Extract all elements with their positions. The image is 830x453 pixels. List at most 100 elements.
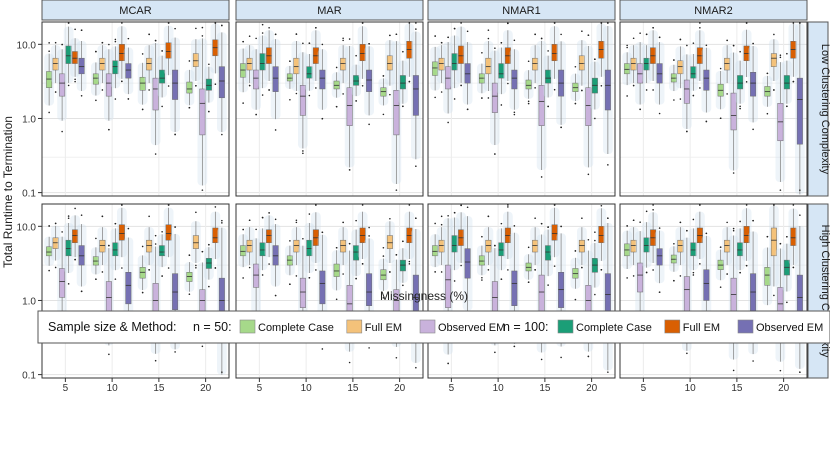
box-complete-case-n-50 (46, 246, 53, 257)
box-observed-em-n-50 (59, 73, 66, 97)
outlier-point (201, 345, 204, 348)
outlier-point (527, 281, 530, 283)
box-full-em-n-50 (293, 239, 300, 253)
legend-entry-label: Observed EM (438, 322, 505, 334)
outlier-point (67, 84, 70, 87)
outlier-point (154, 153, 157, 155)
outlier-point (607, 22, 609, 24)
box-observed-em-n-100 (412, 75, 419, 116)
box-full-em-n-50 (724, 239, 731, 253)
outlier-point (752, 360, 754, 362)
outlier-point (395, 33, 398, 36)
outlier-point (699, 22, 701, 24)
box-full-em-n-100 (118, 44, 125, 62)
facet-panel-mar-low (235, 21, 424, 197)
outlier-point (507, 206, 509, 208)
outlier-point (167, 22, 170, 24)
outlier-point (295, 275, 298, 277)
outlier-point (487, 29, 490, 31)
box-complete-case-n-100 (643, 237, 650, 253)
outlier-point (154, 234, 157, 237)
outlier-point (513, 345, 516, 348)
outlier-point (574, 298, 577, 301)
outlier-point (355, 100, 357, 102)
outlier-point (607, 217, 609, 219)
box-observed-em-n-100 (750, 72, 757, 97)
outlier-point (799, 214, 801, 216)
box-full-em-n-50 (340, 57, 347, 71)
outlier-point (679, 221, 682, 224)
outlier-point (121, 80, 123, 83)
outlier-point (699, 204, 701, 206)
outlier-point (174, 133, 176, 136)
box-full-em-n-50 (770, 227, 777, 257)
box-full-em-n-100 (118, 224, 125, 241)
outlier-point (321, 43, 324, 46)
box-observed-em-n-50 (105, 73, 112, 97)
outlier-point (440, 215, 443, 218)
column-facet-strip (235, 0, 424, 21)
box-observed-em-n-100 (272, 245, 279, 266)
box-complete-case-n-50 (240, 245, 247, 257)
box-full-em-n-100 (551, 224, 558, 241)
x-tick-label: 20 (394, 383, 406, 394)
outlier-point (67, 283, 70, 285)
legend-swatch (557, 319, 574, 334)
column-facet-label: MCAR (119, 5, 151, 17)
outlier-point (208, 110, 210, 113)
outlier-point (261, 94, 264, 96)
box-complete-case-n-100 (737, 242, 744, 257)
outlier-point (148, 215, 150, 218)
outlier-point (440, 271, 443, 273)
outlier-point (487, 97, 490, 99)
outlier-point (255, 113, 257, 116)
outlier-point (673, 59, 675, 61)
row-facet-label: Low Clustering Complexity (819, 44, 830, 175)
box-full-em-n-50 (246, 57, 253, 71)
outlier-point (195, 264, 197, 267)
outlier-point (547, 284, 549, 286)
outlier-point (402, 50, 404, 53)
outlier-point (494, 153, 496, 155)
outlier-point (80, 29, 83, 31)
box-complete-case-n-100 (259, 242, 266, 257)
x-tick-label: 10 (493, 383, 505, 394)
x-tick-label: 5 (641, 383, 647, 394)
outlier-point (302, 42, 304, 45)
outlier-point (560, 33, 562, 36)
facet-panel-mcar-high (41, 203, 230, 379)
outlier-point (321, 348, 324, 350)
outlier-point (799, 189, 801, 191)
outlier-point (686, 352, 688, 355)
outlier-point (705, 120, 708, 123)
box-observed-em-n-100 (366, 69, 373, 92)
box-complete-case-n-50 (46, 71, 53, 88)
outlier-point (315, 269, 317, 271)
outlier-point (221, 133, 223, 136)
outlier-point (161, 105, 163, 108)
outlier-point (726, 39, 728, 42)
outlier-point (739, 105, 741, 108)
box-complete-case-n-100 (399, 259, 406, 272)
outlier-point (148, 269, 150, 271)
outlier-point (221, 222, 223, 224)
outlier-point (699, 87, 701, 89)
outlier-point (799, 371, 801, 373)
column-facet-label: NMAR1 (502, 5, 541, 17)
outlier-point (692, 42, 695, 44)
outlier-point (74, 258, 76, 261)
panel-border (427, 21, 616, 197)
outlier-point (342, 93, 344, 95)
outlier-point (74, 207, 76, 210)
outlier-point (54, 41, 57, 44)
row-facet-label: High Clustering Complexity (819, 225, 830, 358)
box-full-em-n-50 (485, 239, 492, 253)
outlier-point (255, 37, 257, 40)
outlier-point (295, 33, 298, 35)
outlier-point (679, 38, 682, 41)
outlier-point (174, 27, 176, 30)
outlier-point (739, 50, 741, 53)
box-full-em-n-100 (359, 44, 366, 62)
outlier-point (534, 269, 536, 271)
outlier-point (61, 43, 63, 46)
